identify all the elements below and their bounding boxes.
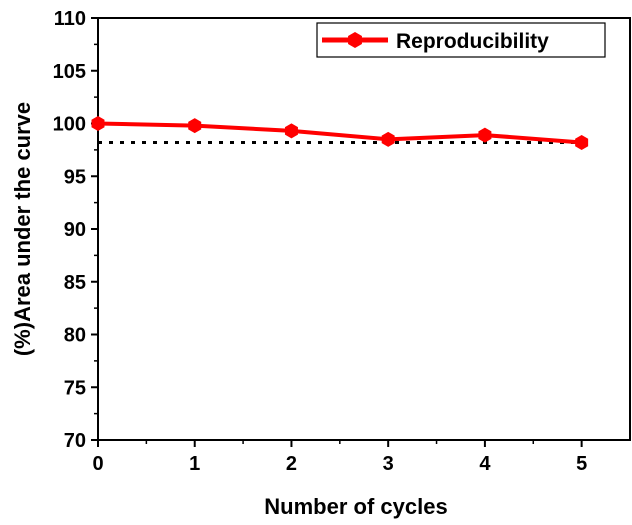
data-point [91, 116, 105, 131]
y-tick-label: 100 [53, 114, 86, 136]
x-tick-label: 2 [286, 453, 297, 475]
y-tick-label: 80 [64, 325, 86, 347]
data-point [381, 131, 395, 147]
legend-marker [348, 32, 362, 48]
y-tick-label: 95 [64, 166, 86, 188]
data-point [284, 123, 298, 139]
series-layer [91, 116, 589, 150]
y-tick-label: 90 [64, 219, 86, 241]
axes-frame [97, 17, 631, 441]
series-line [97, 121, 582, 145]
x-tick-label: 5 [576, 453, 587, 475]
x-tick-label: 3 [383, 453, 394, 475]
y-tick-label: 75 [64, 377, 86, 399]
legend: Reproducibility [316, 22, 606, 58]
x-tick-label: 0 [92, 453, 103, 475]
y-tick-label: 110 [54, 8, 86, 30]
y-tick-label: 85 [64, 272, 86, 294]
data-point [188, 118, 202, 134]
plot-frame [97, 17, 631, 441]
data-point [575, 134, 589, 150]
y-axis-title: (%)Area under the curve [10, 102, 35, 356]
legend-label: Reproducibility [396, 30, 549, 53]
x-axis-ticks: 0 1 2 3 4 5 [92, 440, 587, 475]
data-point [478, 127, 492, 143]
x-tick-label: 4 [479, 453, 491, 475]
y-axis-ticks: 70 75 80 85 90 95 100 105 110 [53, 8, 98, 452]
x-axis-title: Number of cycles [264, 494, 447, 519]
y-tick-label: 70 [64, 430, 86, 452]
x-tick-label: 1 [189, 453, 200, 475]
y-tick-label: 105 [53, 61, 86, 83]
